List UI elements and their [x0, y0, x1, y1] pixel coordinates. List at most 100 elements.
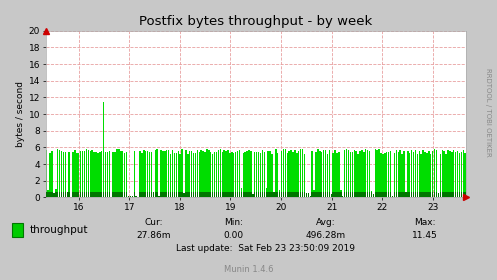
- Bar: [51, 151, 53, 197]
- Bar: [87, 150, 89, 197]
- Bar: [181, 192, 183, 197]
- Bar: [271, 192, 273, 197]
- Bar: [321, 192, 323, 197]
- Bar: [359, 151, 361, 197]
- Bar: [461, 192, 462, 197]
- Bar: [105, 152, 106, 197]
- Bar: [382, 154, 384, 197]
- Bar: [74, 192, 76, 197]
- Bar: [445, 192, 447, 197]
- Bar: [405, 192, 407, 197]
- Bar: [430, 192, 431, 197]
- Bar: [235, 152, 237, 197]
- Bar: [85, 192, 87, 197]
- Bar: [281, 151, 282, 197]
- Bar: [445, 154, 447, 197]
- Bar: [398, 192, 399, 197]
- Bar: [392, 196, 393, 197]
- Bar: [413, 152, 414, 197]
- Bar: [112, 192, 114, 197]
- Text: Last update:  Sat Feb 23 23:50:09 2019: Last update: Sat Feb 23 23:50:09 2019: [176, 244, 355, 253]
- Bar: [130, 196, 131, 197]
- Bar: [114, 192, 116, 197]
- Bar: [172, 150, 173, 197]
- Bar: [124, 192, 125, 197]
- Bar: [365, 149, 366, 197]
- Bar: [199, 152, 200, 197]
- Bar: [95, 192, 97, 197]
- Bar: [225, 151, 227, 197]
- Bar: [47, 192, 49, 197]
- Bar: [430, 154, 431, 197]
- Bar: [78, 192, 80, 197]
- Bar: [380, 192, 382, 197]
- Bar: [290, 192, 292, 197]
- Bar: [407, 192, 409, 197]
- Bar: [312, 151, 313, 197]
- Bar: [416, 192, 418, 197]
- Bar: [262, 150, 263, 197]
- Bar: [132, 196, 133, 197]
- Bar: [185, 192, 186, 197]
- Bar: [74, 150, 76, 197]
- Bar: [371, 191, 372, 197]
- Bar: [157, 192, 158, 197]
- Bar: [285, 192, 286, 197]
- Bar: [103, 192, 104, 197]
- Bar: [204, 192, 206, 197]
- Bar: [436, 150, 437, 197]
- Bar: [222, 192, 223, 197]
- Bar: [239, 192, 240, 197]
- Bar: [451, 192, 452, 197]
- Bar: [420, 154, 422, 197]
- Text: 27.86m: 27.86m: [137, 231, 171, 240]
- Bar: [459, 192, 460, 197]
- Bar: [329, 150, 330, 197]
- Bar: [403, 151, 405, 197]
- Bar: [235, 192, 237, 197]
- Bar: [265, 188, 267, 197]
- Bar: [409, 192, 411, 197]
- Bar: [279, 190, 280, 197]
- Bar: [258, 192, 259, 197]
- Bar: [308, 193, 309, 197]
- Bar: [263, 192, 265, 197]
- Bar: [126, 192, 127, 197]
- Bar: [378, 192, 380, 197]
- Bar: [55, 192, 57, 197]
- Bar: [200, 192, 202, 197]
- Bar: [441, 192, 443, 197]
- Bar: [277, 153, 278, 197]
- Bar: [97, 192, 98, 197]
- Bar: [348, 192, 349, 197]
- Bar: [438, 193, 439, 197]
- Bar: [447, 150, 449, 197]
- Bar: [325, 150, 326, 197]
- Bar: [359, 192, 361, 197]
- Bar: [273, 192, 275, 197]
- Bar: [388, 152, 389, 197]
- Bar: [392, 196, 393, 197]
- Bar: [443, 192, 445, 197]
- Bar: [319, 192, 321, 197]
- Bar: [227, 150, 229, 197]
- Bar: [216, 152, 217, 197]
- Bar: [141, 192, 143, 197]
- Bar: [402, 154, 403, 197]
- Bar: [168, 192, 169, 197]
- Bar: [267, 151, 269, 197]
- Bar: [428, 192, 429, 197]
- Bar: [390, 151, 391, 197]
- Bar: [172, 192, 173, 197]
- Bar: [279, 192, 280, 197]
- Bar: [298, 192, 300, 197]
- Bar: [59, 150, 60, 197]
- Bar: [227, 192, 229, 197]
- Bar: [247, 151, 248, 197]
- Bar: [214, 152, 215, 197]
- Bar: [63, 152, 64, 197]
- Bar: [185, 150, 186, 197]
- Bar: [275, 149, 276, 197]
- Bar: [380, 153, 382, 197]
- Bar: [271, 154, 273, 197]
